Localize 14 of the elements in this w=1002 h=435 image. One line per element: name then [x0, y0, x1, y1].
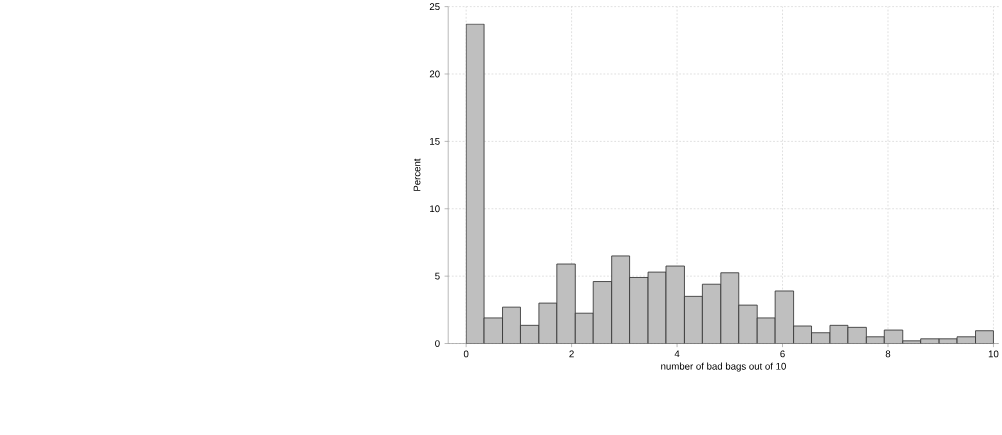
y-tick-label: 20 — [429, 70, 440, 78]
x-tick-label: 2 — [569, 350, 574, 358]
y-tick-label: 10 — [430, 205, 440, 213]
x-axis-title: number of bad bags out of 10 — [661, 362, 786, 372]
y-tick-label: 15 — [430, 137, 440, 145]
y-tick-label: 25 — [429, 3, 440, 10]
y-axis-title: Percent — [413, 158, 421, 191]
x-tick-label: 8 — [885, 350, 891, 358]
x-tick-label: 4 — [674, 350, 680, 358]
y-tick-label: 5 — [435, 272, 440, 280]
x-tick-label: 10 — [988, 350, 999, 358]
x-tick-label: 0 — [463, 350, 469, 358]
x-tick-label: 6 — [780, 350, 785, 358]
y-tick-label: 0 — [435, 340, 440, 347]
